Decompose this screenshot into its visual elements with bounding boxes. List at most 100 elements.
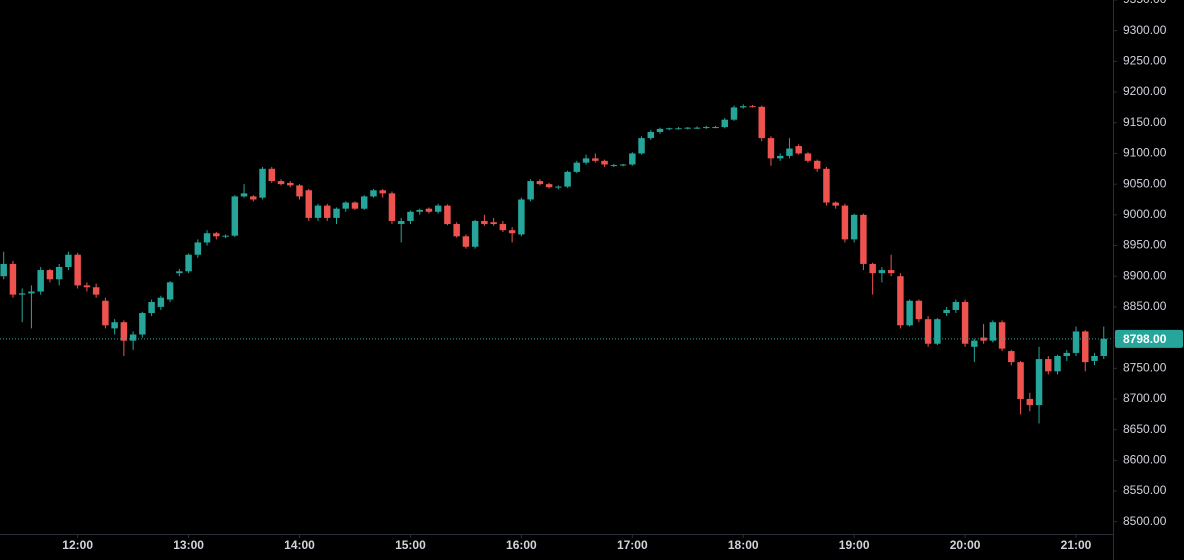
candle-body	[1072, 331, 1080, 353]
y-tick-label: 9350.00	[1123, 0, 1167, 6]
candle-body	[582, 158, 590, 163]
candle-body	[0, 263, 7, 277]
candle-body	[878, 270, 886, 274]
candle-body	[462, 236, 470, 247]
candle-body	[194, 242, 202, 255]
candle-body	[499, 224, 507, 231]
candle-body	[314, 205, 322, 218]
candle-body	[46, 270, 54, 280]
x-tick-label: 16:00	[506, 538, 537, 552]
candle-body	[305, 190, 312, 218]
y-tick-label: 8900.00	[1123, 268, 1167, 282]
candle-body	[989, 322, 997, 341]
candle-body	[1035, 359, 1043, 406]
candle-body	[296, 185, 303, 197]
candle-body	[952, 301, 960, 310]
candle-body	[795, 146, 802, 154]
candle-body	[397, 220, 405, 225]
candle-body	[767, 138, 775, 159]
candle-body	[758, 106, 765, 139]
candle-body	[555, 186, 562, 188]
candle-body	[971, 340, 978, 347]
x-tick-label: 14:00	[284, 538, 315, 552]
candle-body	[1045, 359, 1052, 372]
candle-body	[1008, 351, 1015, 363]
candle-body	[453, 224, 460, 237]
candle-body	[157, 297, 165, 307]
candle-body	[425, 208, 433, 212]
candle-body	[379, 190, 386, 194]
candle-body	[934, 319, 941, 344]
x-tick-label: 12:00	[62, 538, 93, 552]
candle-body	[693, 127, 701, 129]
candle-body	[268, 168, 276, 182]
x-tick-label: 17:00	[617, 538, 648, 552]
candle-body	[897, 276, 904, 326]
y-tick-label: 9000.00	[1123, 207, 1167, 221]
candle-body	[1100, 338, 1107, 356]
candle-body	[74, 254, 81, 286]
candle-body	[185, 254, 192, 272]
y-tick-label: 8500.00	[1123, 514, 1167, 528]
y-tick-label: 8600.00	[1123, 453, 1167, 467]
candle-body	[1026, 398, 1034, 406]
candle-body	[869, 263, 876, 274]
candle-body	[619, 164, 627, 166]
x-tick-label: 13:00	[173, 538, 204, 552]
candle-body	[148, 301, 155, 314]
candle-body	[176, 271, 183, 274]
candle-body	[610, 165, 618, 167]
candle-body	[92, 287, 100, 295]
candle-body	[120, 322, 128, 341]
candle-body	[703, 127, 710, 129]
candle-body	[749, 106, 756, 108]
y-tick-label: 8550.00	[1123, 483, 1167, 497]
y-tick-label: 9050.00	[1123, 176, 1167, 190]
candle-body	[629, 153, 636, 165]
candle-body	[675, 128, 682, 130]
candle-body	[527, 181, 534, 200]
candle-body	[222, 235, 229, 237]
candle-body	[287, 182, 294, 186]
candle-body	[730, 107, 738, 120]
candle-body	[351, 202, 359, 209]
x-tick-label: 21:00	[1061, 538, 1092, 552]
candle-body	[1054, 356, 1061, 372]
candle-body	[481, 220, 488, 225]
candle-body	[434, 205, 442, 212]
candle-body	[924, 319, 932, 344]
candle-body	[638, 138, 645, 154]
y-tick-label: 8700.00	[1123, 391, 1167, 405]
candle-body	[250, 196, 257, 200]
candle-body	[961, 301, 969, 344]
candle-body	[388, 193, 396, 221]
candle-body	[545, 184, 553, 188]
candle-body	[139, 313, 146, 335]
candle-body	[656, 128, 664, 132]
candle-body	[333, 208, 340, 218]
candle-body	[508, 230, 516, 234]
candle-body	[601, 160, 608, 165]
candle-body	[9, 263, 17, 295]
y-tick-label: 9100.00	[1123, 146, 1167, 160]
candle-body	[915, 300, 923, 320]
candle-body	[564, 171, 571, 187]
y-tick-label: 9300.00	[1123, 23, 1167, 37]
candle-body	[370, 190, 377, 197]
candle-body	[407, 211, 414, 221]
candle-body	[536, 181, 544, 185]
candle-body	[832, 202, 839, 206]
candle-body	[240, 193, 248, 197]
candle-body	[860, 214, 867, 264]
candle-body	[684, 127, 692, 129]
candle-body	[823, 168, 830, 203]
candle-body	[776, 155, 784, 159]
candle-body	[28, 291, 35, 294]
y-tick-label: 8850.00	[1123, 299, 1167, 313]
candle-body	[906, 300, 913, 326]
x-tick-label: 20:00	[950, 538, 981, 552]
candle-body	[998, 322, 1006, 349]
y-tick-label: 9200.00	[1123, 84, 1167, 98]
